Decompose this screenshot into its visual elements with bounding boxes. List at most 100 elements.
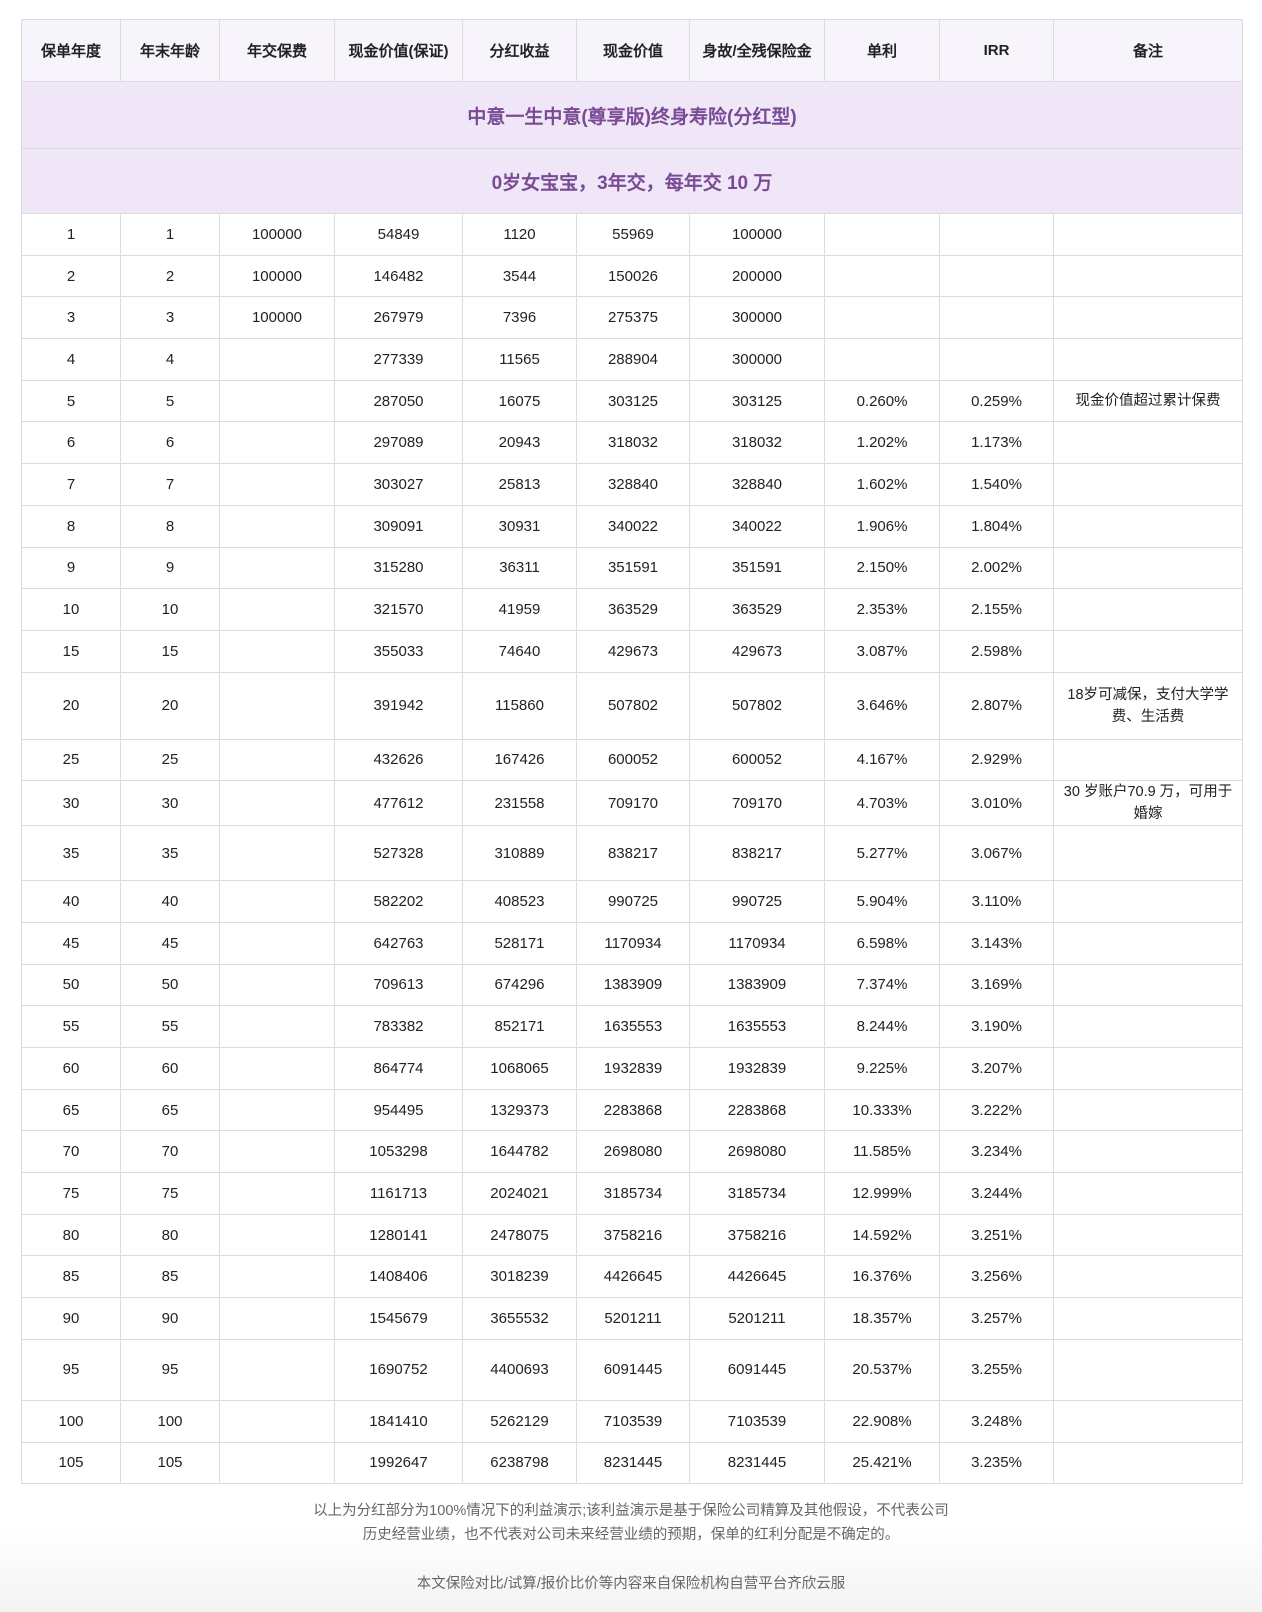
table-cell: 200000	[689, 254, 825, 298]
table-cell: 709613	[334, 963, 463, 1007]
table-cell: 1280141	[334, 1213, 463, 1257]
table-cell: 4	[120, 338, 220, 381]
table-cell: 11565	[462, 338, 577, 381]
table-cell: 1545679	[334, 1297, 463, 1340]
table-cell: 1.906%	[824, 504, 940, 548]
table-cell: 65	[120, 1088, 220, 1132]
table-cell: 1.173%	[939, 421, 1054, 465]
table-cell: 45	[120, 921, 220, 965]
table-cell: 363529	[576, 588, 690, 631]
table-cell	[219, 1172, 335, 1215]
table-cell	[219, 1130, 335, 1174]
table-cell: 5.277%	[824, 825, 940, 882]
table-cell: 3.207%	[939, 1047, 1054, 1090]
table-cell	[939, 296, 1054, 340]
table-cell: 16075	[462, 379, 577, 423]
table-row: 75 75 1161713 2024021 3185734 3185734 12.999% 3…	[21, 1172, 1243, 1215]
table-cell	[824, 338, 940, 381]
table-cell: 15	[21, 629, 121, 673]
table-cell: 5	[21, 379, 121, 423]
table-cell: 35	[120, 825, 220, 882]
table-cell: 2.807%	[939, 671, 1054, 740]
table-cell: 8231445	[689, 1441, 825, 1485]
table-cell: 231558	[462, 780, 577, 827]
table-cell: 3.190%	[939, 1005, 1054, 1048]
table-cell: 70	[21, 1130, 121, 1174]
table-cell: 288904	[576, 338, 690, 381]
table-cell: 25813	[462, 463, 577, 506]
table-row: 95 95 1690752 4400693 6091445 6091445 20.537% 3…	[21, 1338, 1243, 1401]
table-cell: 15	[120, 629, 220, 673]
table-cell: 14.592%	[824, 1213, 940, 1257]
table-cell: 20	[120, 671, 220, 740]
table-cell: 318032	[576, 421, 690, 465]
table-cell: 20943	[462, 421, 577, 465]
table-cell: 642763	[334, 921, 463, 965]
table-cell: 351591	[576, 546, 690, 590]
table-cell: 105	[120, 1441, 220, 1485]
table-cell: 1635553	[689, 1005, 825, 1048]
table-cell: 321570	[334, 588, 463, 631]
table-cell: 5	[120, 379, 220, 423]
table-cell: 2698080	[689, 1130, 825, 1174]
table-cell: 1329373	[462, 1088, 577, 1132]
table-cell: 429673	[689, 629, 825, 673]
table-cell: 864774	[334, 1047, 463, 1090]
table-row: 5 5 287050 16075 303125 303125 0.260% 0.259% 现金价…	[21, 379, 1243, 423]
table-cell: 115860	[462, 671, 577, 740]
table-row: 6 6 297089 20943 318032 318032 1.202% 1.173%	[21, 421, 1243, 465]
table-cell: 275375	[576, 296, 690, 340]
table-cell: 2698080	[576, 1130, 690, 1174]
table-cell: 55969	[576, 213, 690, 256]
table-cell: 74640	[462, 629, 577, 673]
table-cell: 100000	[219, 254, 335, 298]
table-cell: 432626	[334, 738, 463, 782]
disclaimer-line: 以上为分红部分为100%情况下的利益演示;该利益演示是基于保险公司精算及其他假设…	[313, 1503, 949, 1519]
table-cell: 527328	[334, 825, 463, 882]
table-cell	[219, 1047, 335, 1090]
table-cell: 100000	[689, 213, 825, 256]
table-cell: 55	[21, 1005, 121, 1048]
table-cell: 3544	[462, 254, 577, 298]
table-cell: 3185734	[689, 1172, 825, 1215]
table-cell: 2	[21, 254, 121, 298]
note-cell	[1053, 546, 1243, 590]
table-row: 7 7 303027 25813 328840 328840 1.602% 1.540%	[21, 463, 1243, 506]
table-cell: 303125	[689, 379, 825, 423]
table-cell: 3.010%	[939, 780, 1054, 827]
table-row: 45 45 642763 528171 1170934 1170934 6.598% 3.14…	[21, 921, 1243, 965]
table-row: 70 70 1053298 1644782 2698080 2698080 11.585% 3…	[21, 1130, 1243, 1174]
table-row: 40 40 582202 408523 990725 990725 5.904% 3.110%	[21, 880, 1243, 923]
table-cell	[824, 213, 940, 256]
table-cell	[219, 963, 335, 1007]
table-cell	[219, 780, 335, 827]
table-cell	[219, 671, 335, 740]
table-cell: 1068065	[462, 1047, 577, 1090]
table-cell: 5262129	[462, 1399, 577, 1443]
table-cell: 100	[21, 1399, 121, 1443]
table-cell: 3.235%	[939, 1441, 1054, 1485]
note-cell	[1053, 504, 1243, 548]
note-cell	[1053, 880, 1243, 923]
table-cell: 3.646%	[824, 671, 940, 740]
table-cell: 60	[120, 1047, 220, 1090]
table-cell: 100	[120, 1399, 220, 1443]
table-row: 3 3 100000 267979 7396 275375 300000	[21, 296, 1243, 340]
table-cell	[939, 254, 1054, 298]
table-cell: 3.110%	[939, 880, 1054, 923]
table-cell: 3.255%	[939, 1338, 1054, 1401]
table-cell	[219, 738, 335, 782]
table-cell: 9.225%	[824, 1047, 940, 1090]
table-cell: 18.357%	[824, 1297, 940, 1340]
note-cell	[1053, 1172, 1243, 1215]
note-cell	[1053, 1130, 1243, 1174]
table-cell: 309091	[334, 504, 463, 548]
table-row: 65 65 954495 1329373 2283868 2283868 10.333% 3.…	[21, 1088, 1243, 1132]
table-cell: 1161713	[334, 1172, 463, 1215]
note-cell	[1053, 921, 1243, 965]
table-cell: 36311	[462, 546, 577, 590]
column-header: 现金价值(保证)	[334, 19, 463, 82]
table-cell: 5201211	[576, 1297, 690, 1340]
column-header: 年末年龄	[120, 19, 220, 82]
table-cell: 277339	[334, 338, 463, 381]
